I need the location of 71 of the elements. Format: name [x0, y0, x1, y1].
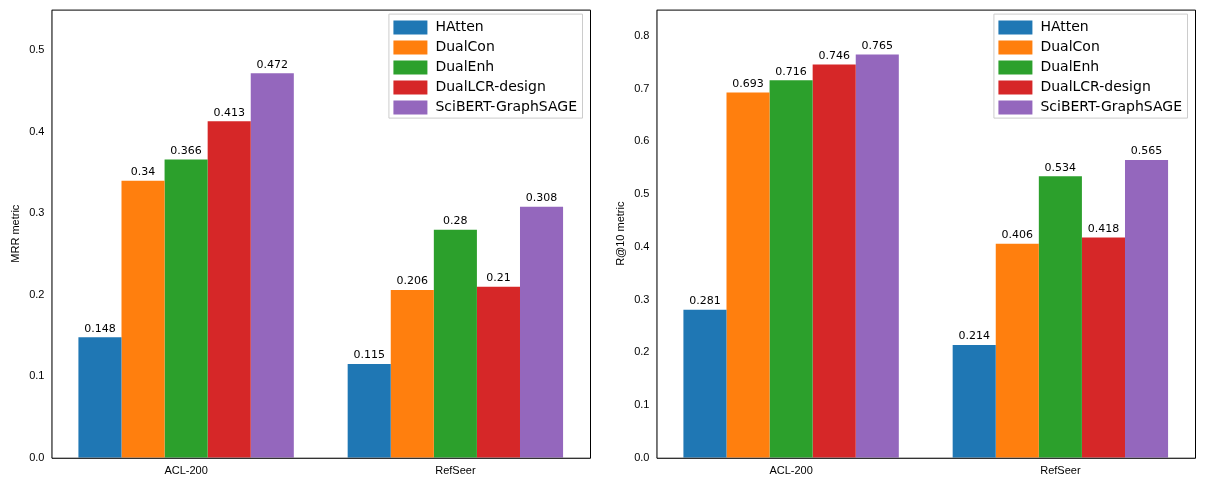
- data-label: 0.716: [775, 64, 807, 78]
- bar: [390, 289, 434, 458]
- data-label: 0.746: [818, 48, 850, 62]
- legend-label: DualEnh: [1040, 58, 1100, 75]
- y-tick-label: 0.4: [29, 124, 45, 137]
- bar: [78, 337, 122, 458]
- data-label: 0.148: [84, 321, 116, 335]
- data-label: 0.308: [525, 191, 558, 205]
- data-label: 0.534: [1044, 160, 1077, 174]
- y-tick-label: 0.8: [634, 29, 650, 41]
- bar: [769, 80, 813, 458]
- bar: [812, 64, 856, 458]
- data-label: 0.472: [256, 57, 289, 71]
- bar: [519, 206, 564, 458]
- y-tick-label: 0.1: [29, 369, 45, 382]
- data-label: 0.366: [170, 143, 202, 157]
- bar: [164, 159, 208, 458]
- bar: [683, 309, 727, 458]
- data-label: 0.206: [396, 274, 429, 288]
- legend-label: DualLCR-design: [435, 78, 546, 95]
- y-tick-label: 0.1: [634, 398, 650, 411]
- y-axis-title: R@10 metric: [613, 201, 626, 266]
- data-label: 0.406: [1001, 228, 1034, 242]
- x-tick-label: ACL-200: [769, 464, 813, 477]
- bar: [995, 243, 1039, 458]
- y-tick-label: 0.2: [634, 345, 650, 358]
- bar: [250, 73, 294, 458]
- y-tick-label: 0.7: [634, 81, 650, 94]
- legend-label: SciBERT-GraphSAGE: [1040, 98, 1183, 115]
- bar: [121, 180, 165, 458]
- y-axis-title: MRR metric: [8, 204, 21, 263]
- bar: [1038, 176, 1082, 458]
- y-tick-label: 0.0: [29, 450, 45, 463]
- x-tick-label: ACL-200: [164, 464, 208, 477]
- y-tick-label: 0.6: [634, 134, 650, 147]
- data-label: 0.693: [732, 76, 764, 90]
- y-tick-label: 0.3: [29, 206, 45, 219]
- bar: [433, 229, 477, 458]
- legend-label: DualCon: [1040, 38, 1100, 55]
- legend-label: HAtten: [435, 18, 484, 35]
- y-tick-label: 0.5: [634, 187, 650, 200]
- data-label: 0.115: [353, 348, 385, 362]
- y-tick-label: 0.5: [29, 43, 45, 56]
- y-tick-label: 0.4: [634, 239, 650, 252]
- data-label: 0.214: [958, 329, 990, 343]
- bar: [1081, 237, 1125, 458]
- bar: [855, 54, 899, 458]
- y-tick-label: 0.0: [634, 450, 650, 463]
- legend-label: DualLCR-design: [1040, 78, 1151, 95]
- data-label: 0.418: [1087, 221, 1120, 235]
- data-label: 0.21: [486, 271, 511, 285]
- legend-label: DualCon: [435, 38, 495, 55]
- bar: [952, 344, 996, 458]
- data-label: 0.413: [213, 105, 245, 119]
- legend-label: HAtten: [1040, 18, 1089, 35]
- data-label: 0.34: [130, 165, 156, 179]
- bar: [726, 92, 770, 458]
- data-label: 0.765: [861, 38, 894, 52]
- y-tick-label: 0.2: [29, 287, 45, 300]
- data-label: 0.565: [1130, 144, 1163, 158]
- data-label: 0.28: [443, 213, 468, 227]
- y-tick-label: 0.3: [634, 292, 650, 305]
- x-tick-label: RefSeer: [1040, 464, 1081, 477]
- x-tick-label: RefSeer: [435, 464, 476, 477]
- bar: [1124, 159, 1169, 458]
- bar: [207, 121, 251, 458]
- legend-label: DualEnh: [435, 58, 495, 75]
- bar: [476, 286, 520, 458]
- bar: [347, 364, 391, 458]
- data-label: 0.281: [689, 293, 721, 307]
- legend-label: SciBERT-GraphSAGE: [435, 98, 578, 115]
